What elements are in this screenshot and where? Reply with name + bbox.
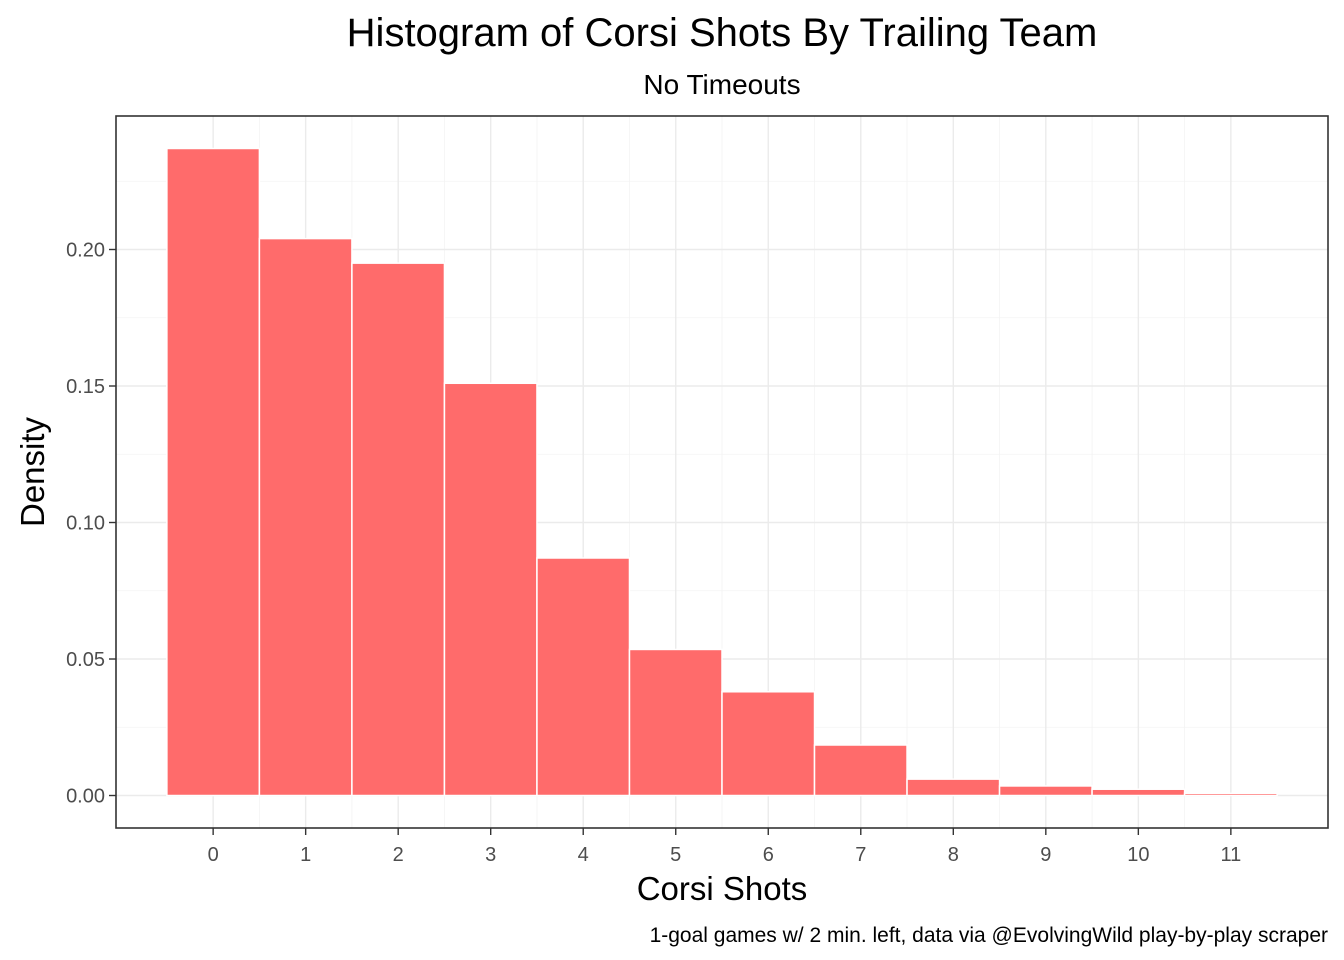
x-tick-label: 6 [763,844,774,866]
x-axis-title: Corsi Shots [637,870,808,907]
histogram-bar-4 [536,557,631,797]
histogram-bar-0 [166,147,261,797]
x-tick-label: 3 [485,844,496,866]
chart-caption: 1-goal games w/ 2 min. left, data via @E… [650,924,1328,947]
histogram-bar-6 [721,691,816,797]
x-tick-label: 1 [300,844,311,866]
histogram-bar-10 [1091,788,1186,797]
y-tick-label: 0.05 [66,649,105,671]
histogram-bar-2 [351,262,446,797]
y-tick-label: 0.10 [66,513,105,535]
x-tick-label: 10 [1127,844,1149,866]
histogram-bar-9 [998,785,1093,797]
axis-ticks: 0 1 2 3 4 5 6 7 8 9 10 11 0.00 0.05 0.10 0.15 0.20 [66,240,1241,867]
histogram-bar-8 [906,778,1001,797]
histogram-bar-1 [258,237,353,797]
histogram-bar-7 [813,744,908,797]
histogram-bar-5 [628,648,723,797]
histogram-bars [166,147,1278,797]
histogram-bar-3 [443,382,538,797]
y-tick-label: 0.15 [66,376,105,398]
x-tick-label: 7 [855,844,866,866]
chart-subtitle: No Timeouts [643,69,800,100]
x-tick-label: 5 [670,844,681,866]
plot-panel-border [115,115,1329,829]
y-tick-label: 0.20 [66,240,105,262]
histogram-bar-11 [1183,792,1278,797]
chart-title: Histogram of Corsi Shots By Trailing Tea… [347,11,1098,55]
x-tick-label: 11 [1220,844,1241,866]
y-axis-title: Density [14,416,51,527]
x-tick-label: 0 [208,844,219,866]
x-tick-label: 2 [393,844,404,866]
x-tick-label: 4 [578,844,589,866]
x-tick-label: 9 [1040,844,1051,866]
x-tick-label: 8 [948,844,959,866]
y-tick-label: 0.00 [66,786,105,808]
